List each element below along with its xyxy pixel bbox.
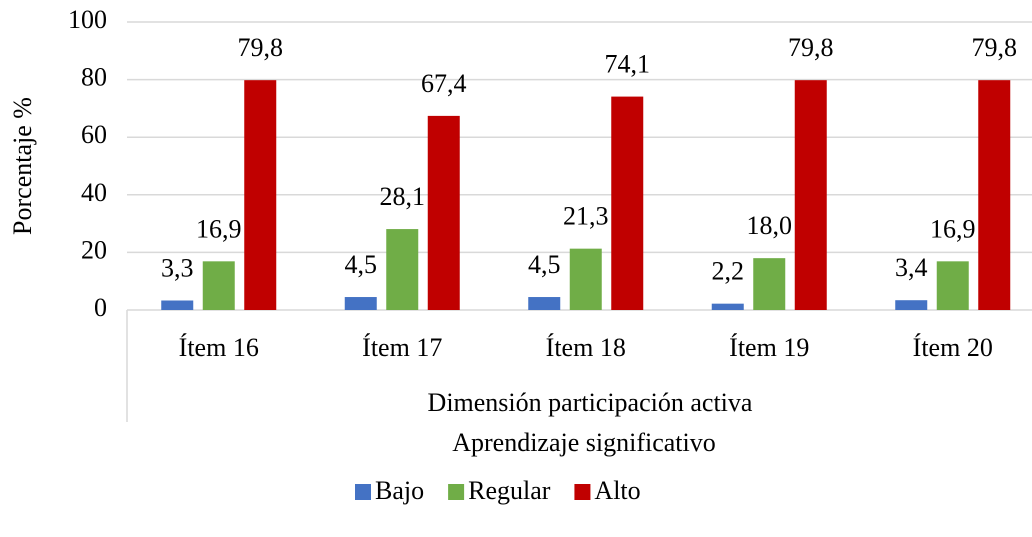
value-label: 4,5	[345, 250, 378, 279]
y-tick-label: 80	[81, 63, 107, 92]
value-label: 67,4	[421, 69, 467, 98]
legend-label: Regular	[468, 476, 551, 505]
y-tick-label: 60	[81, 120, 107, 149]
x-tick-label: Ítem 19	[729, 333, 809, 362]
value-label: 18,0	[747, 211, 793, 240]
value-label: 21,3	[563, 202, 609, 231]
bar	[528, 297, 561, 310]
bar	[895, 300, 928, 310]
value-label: 28,1	[380, 182, 426, 211]
y-tick-label: 20	[81, 235, 107, 264]
bar	[711, 303, 744, 310]
bar	[427, 115, 460, 310]
x-tick-label: Ítem 20	[913, 333, 993, 362]
y-tick-label: 0	[94, 293, 107, 322]
value-label: 2,2	[712, 257, 745, 286]
x-tick-label: Ítem 17	[362, 333, 442, 362]
y-axis-title: Porcentaje %	[8, 97, 37, 235]
y-tick-label: 100	[68, 5, 107, 34]
legend-swatch	[355, 484, 371, 500]
bar	[202, 261, 235, 310]
value-label: 79,8	[238, 33, 284, 62]
bar	[978, 80, 1011, 311]
x-tick-label: Ítem 18	[546, 333, 626, 362]
bar	[344, 297, 377, 310]
y-tick-label: 40	[81, 178, 107, 207]
value-label: 79,8	[972, 33, 1018, 62]
value-label: 16,9	[930, 214, 976, 243]
x-group-label: Dimensión participación activa	[428, 388, 753, 417]
value-label: 16,9	[196, 214, 242, 243]
bar	[794, 80, 827, 311]
value-label: 79,8	[788, 33, 834, 62]
x-tick-label: Ítem 16	[179, 333, 259, 362]
value-label: 4,5	[528, 250, 561, 279]
bar	[386, 229, 419, 310]
x-axis-title: Aprendizaje significativo	[452, 428, 716, 457]
bar	[753, 258, 786, 310]
bar	[611, 96, 644, 310]
bar	[936, 261, 969, 310]
bar	[244, 80, 277, 311]
legend-swatch	[574, 484, 591, 500]
value-label: 3,4	[895, 253, 928, 282]
bar	[569, 248, 602, 310]
bar	[161, 300, 194, 310]
value-label: 3,3	[161, 253, 194, 282]
legend-swatch	[448, 484, 465, 500]
value-label: 74,1	[605, 50, 651, 79]
legend-label: Alto	[594, 476, 640, 505]
legend-label: Bajo	[375, 476, 424, 505]
